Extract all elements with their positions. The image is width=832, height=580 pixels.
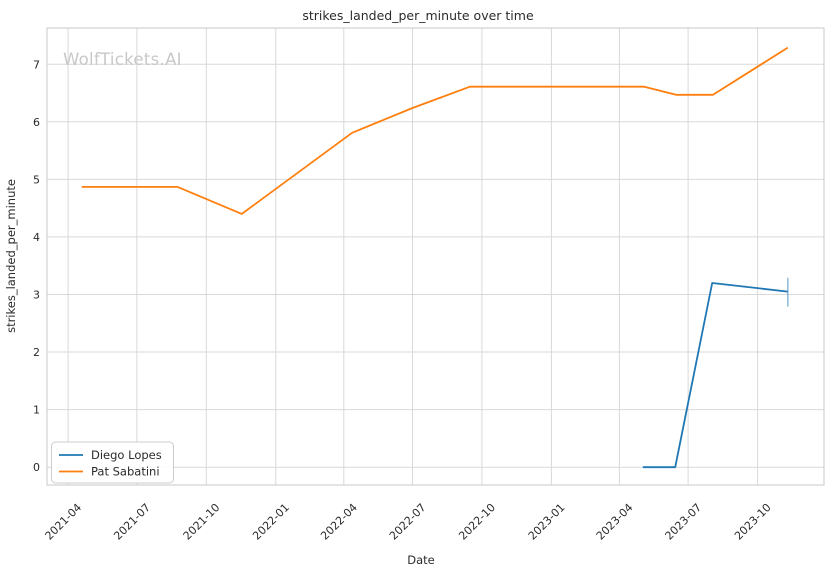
- x-tick-label-0: 2021-04: [43, 501, 85, 543]
- legend-box: [51, 441, 174, 484]
- chart-title: strikes_landed_per_minute over time: [302, 8, 534, 23]
- y-tick-label-4: 4: [33, 231, 40, 244]
- series-line-pat-sabatini: [81, 46, 789, 215]
- x-axis-label: Date: [407, 553, 435, 567]
- legend-label-pat-sabatini: Pat Sabatini: [91, 465, 160, 479]
- y-tick-label-0: 0: [33, 461, 40, 474]
- x-tick-label-5: 2022-07: [387, 501, 429, 543]
- legend-label-diego-lopes: Diego Lopes: [91, 448, 162, 462]
- y-axis-label: strikes_landed_per_minute: [4, 179, 18, 333]
- x-tick-label-7: 2023-01: [526, 501, 568, 543]
- y-tick-label-7: 7: [33, 58, 40, 71]
- y-tick-label-3: 3: [33, 289, 40, 302]
- x-tick-label-10: 2023-10: [732, 501, 774, 543]
- x-tick-label-6: 2022-10: [456, 501, 498, 543]
- y-tick-label-5: 5: [33, 173, 40, 186]
- y-tick-label-2: 2: [33, 346, 40, 359]
- plot-border: [46, 27, 825, 486]
- legend: Diego Lopes Pat Sabatini: [51, 441, 174, 484]
- x-tick-label-2: 2021-10: [181, 501, 223, 543]
- x-tick-label-1: 2021-07: [111, 501, 153, 543]
- y-tick-label-6: 6: [33, 116, 40, 129]
- x-tick-label-9: 2023-07: [663, 501, 705, 543]
- x-tick-label-3: 2022-01: [250, 501, 292, 543]
- series-line-diego-lopes: [642, 282, 788, 469]
- x-tick-label-4: 2022-04: [318, 501, 360, 543]
- y-tick-label-1: 1: [33, 404, 40, 417]
- plot-area: [47, 28, 824, 485]
- watermark-text: WolfTickets.AI: [63, 50, 182, 69]
- x-tick-label-8: 2023-04: [594, 501, 636, 543]
